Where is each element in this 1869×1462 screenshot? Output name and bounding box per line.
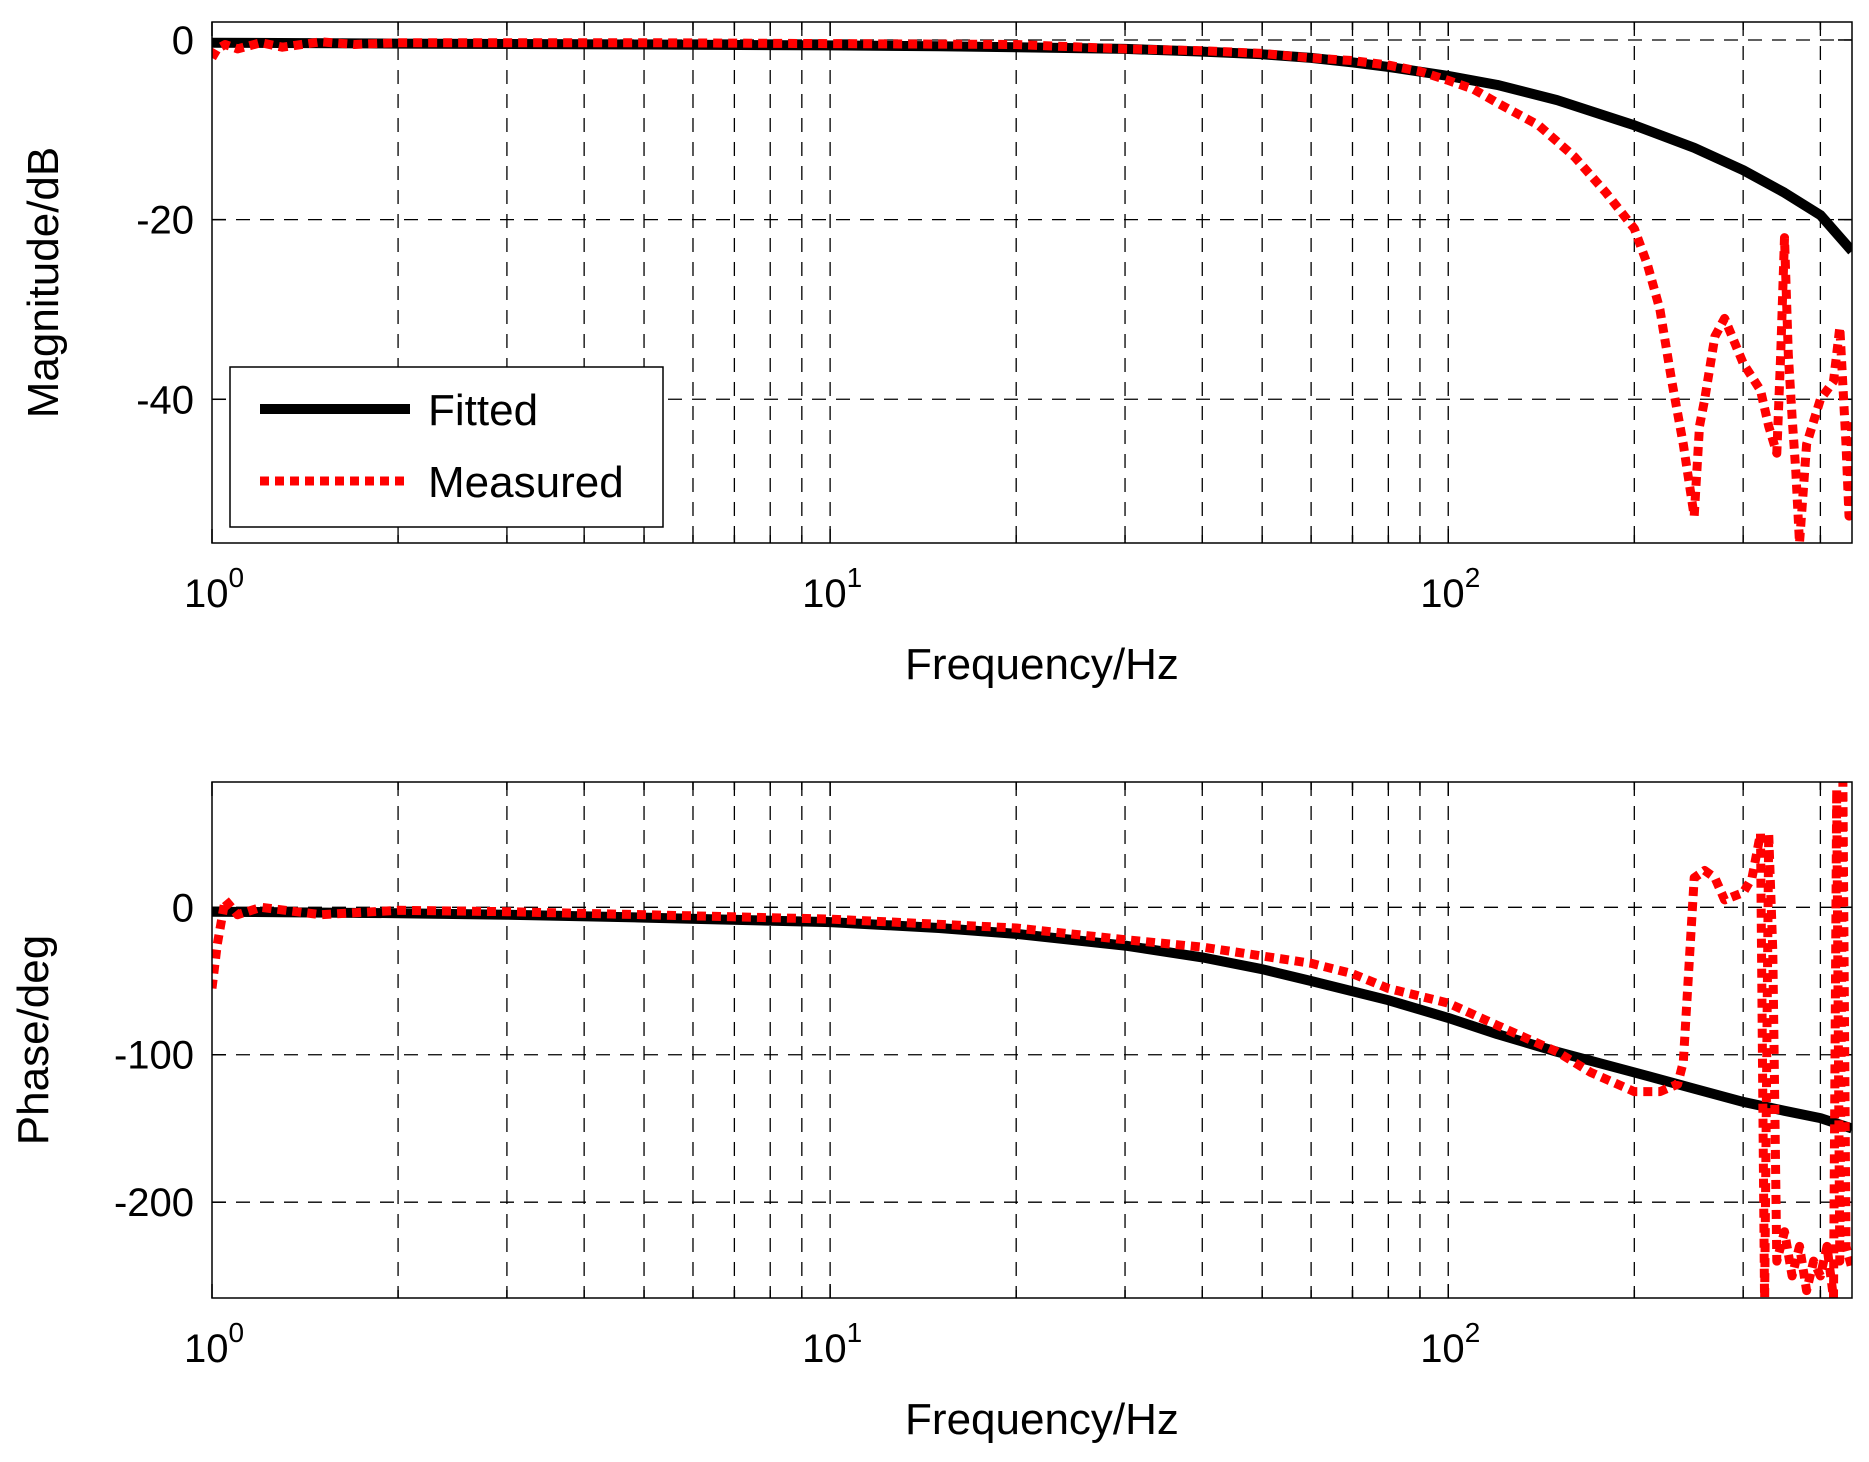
plot-frame [211, 21, 1853, 544]
x-tick-base: 10 [1420, 572, 1465, 616]
series-line-measured [212, 782, 1852, 1298]
x-tick-base: 10 [184, 572, 229, 616]
x-tick-exponent: 0 [228, 1317, 244, 1348]
plot-frame [211, 781, 1853, 1299]
x-axis-label: Frequency/Hz [905, 1395, 1179, 1444]
x-tick-label: 101 [802, 1317, 862, 1371]
series-group [212, 37, 1852, 543]
x-tick-base: 10 [802, 1327, 847, 1371]
legend-box [229, 366, 664, 528]
grid-lines [212, 782, 1852, 1298]
y-tick-label: -20 [136, 199, 194, 243]
x-tick-base: 10 [802, 572, 847, 616]
y-tick-label: -200 [114, 1181, 194, 1225]
x-tick-base: 10 [184, 1327, 229, 1371]
x-tick-label: 101 [802, 562, 862, 616]
x-tick-exponent: 2 [1465, 1317, 1481, 1348]
y-axis-label: Magnitude/dB [19, 147, 68, 419]
y-tick-label: 0 [172, 19, 194, 63]
x-tick-label: 102 [1420, 562, 1480, 616]
x-tick-label: 102 [1420, 1317, 1480, 1371]
x-axis-label: Frequency/Hz [905, 640, 1179, 689]
x-tick-base: 10 [1420, 1327, 1465, 1371]
legend: Fitted Measured [229, 366, 664, 528]
plot-background [212, 782, 1852, 1298]
legend-label-fitted: Fitted [428, 386, 538, 435]
series-group [212, 782, 1852, 1298]
legend-label-measured: Measured [428, 458, 624, 507]
series-line-measured [212, 37, 1852, 543]
y-tick-label: -100 [114, 1034, 194, 1078]
x-tick-label: 100 [184, 562, 244, 616]
y-tick-label: -40 [136, 378, 194, 422]
x-tick-exponent: 1 [847, 1317, 863, 1348]
x-tick-exponent: 2 [1465, 562, 1481, 593]
y-axis-label: Phase/deg [9, 935, 58, 1145]
series-line-fitted [212, 906, 1852, 1134]
y-tick-label: 0 [172, 886, 194, 930]
x-tick-exponent: 1 [847, 562, 863, 593]
x-tick-exponent: 0 [228, 562, 244, 593]
x-tick-label: 100 [184, 1317, 244, 1371]
